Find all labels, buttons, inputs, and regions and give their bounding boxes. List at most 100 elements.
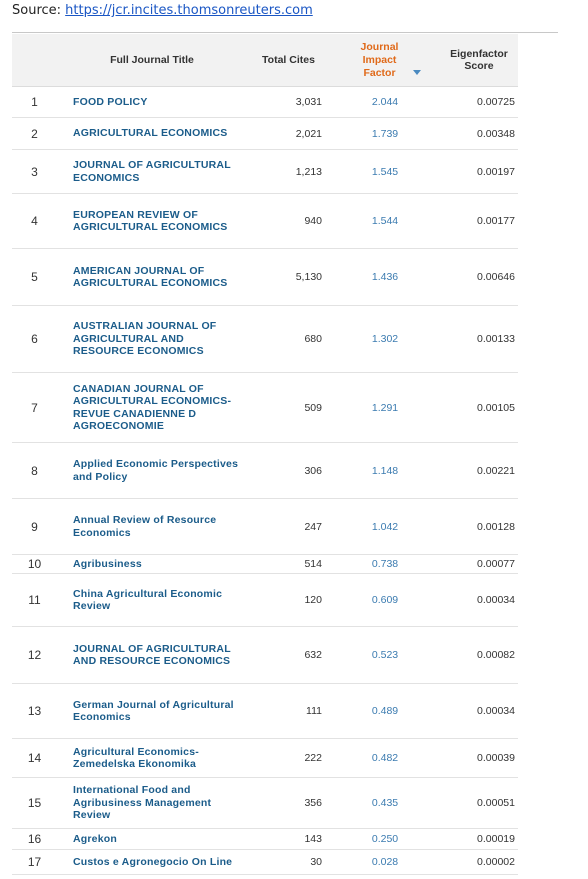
journal-title[interactable]: Applied Economic Perspectives and Policy [57,442,247,499]
eigenfactor: 0.00039 [440,738,518,778]
total-cites: 509 [247,372,330,443]
impact-factor[interactable]: 1.042 [330,498,440,555]
rank-cell: 10 [12,554,57,574]
impact-factor[interactable]: 1.436 [330,248,440,306]
impact-factor[interactable]: 1.545 [330,149,440,194]
total-cites: 111 [247,683,330,739]
eigenfactor: 0.00177 [440,193,518,249]
rank-cell: 11 [12,573,57,627]
impact-factor[interactable]: 0.523 [330,626,440,684]
source-label: Source: [12,3,62,18]
journal-title[interactable]: JOURNAL OF AGRICULTURAL AND RESOURCE ECO… [57,626,247,684]
rank-cell: 12 [12,626,57,684]
eigenfactor: 0.00077 [440,554,518,574]
table-row: 15 International Food and Agribusiness Ma… [12,777,518,829]
table-row: 9 Annual Review of Resource Economics 247 1… [12,498,518,555]
total-cites: 222 [247,738,330,778]
total-cites: 247 [247,498,330,555]
journal-title[interactable]: China Agricultural Economic Review [57,573,247,627]
total-cites: 306 [247,442,330,499]
journal-title[interactable]: Agribusiness [57,554,247,574]
impact-factor[interactable]: 1.148 [330,442,440,499]
header-cell[interactable]: Eigenfactor Score [440,34,518,87]
table-row: 14 Agricultural Economics-Zemedelska Ekon… [12,738,518,778]
rank-cell: 9 [12,498,57,555]
journal-title[interactable]: Agricultural Economics-Zemedelska Ekonom… [57,738,247,778]
table-row: 17 Custos e Agronegocio On Line 30 0.028 0.0… [12,849,518,875]
table-row: 3 JOURNAL OF AGRICULTURAL ECONOMICS 1,213 1… [12,149,518,194]
eigenfactor: 0.00034 [440,683,518,739]
journal-title[interactable]: AMERICAN JOURNAL OF AGRICULTURAL ECONOMI… [57,248,247,306]
journal-title[interactable]: AUSTRALIAN JOURNAL OF AGRICULTURAL AND R… [57,305,247,373]
journal-title[interactable]: Agrekon [57,828,247,850]
impact-factor[interactable]: 0.028 [330,849,440,875]
table-row: 1 FOOD POLICY 3,031 2.044 0.00725 [12,86,518,118]
journal-table: Full Journal Title Total Cites Journal I… [12,34,518,875]
total-cites: 940 [247,193,330,249]
source-link[interactable]: https://jcr.incites.thomsonreuters.com [65,3,313,18]
journal-title[interactable]: Custos e Agronegocio On Line [57,849,247,875]
table-row: 11 China Agricultural Economic Review 120 0… [12,573,518,627]
table-top-border [12,32,558,33]
journal-title[interactable]: CANADIAN JOURNAL OF AGRICULTURAL ECONOMI… [57,372,247,443]
eigenfactor: 0.00128 [440,498,518,555]
impact-factor[interactable]: 2.044 [330,86,440,118]
impact-factor[interactable]: 0.609 [330,573,440,627]
journal-title[interactable]: International Food and Agribusiness Mana… [57,777,247,829]
eigenfactor: 0.00082 [440,626,518,684]
total-cites: 514 [247,554,330,574]
eigenfactor: 0.00002 [440,849,518,875]
journal-title[interactable]: EUROPEAN REVIEW OF AGRICULTURAL ECONOMIC… [57,193,247,249]
journal-title[interactable]: FOOD POLICY [57,86,247,118]
eigenfactor: 0.00646 [440,248,518,306]
rank-cell: 3 [12,149,57,194]
impact-factor[interactable]: 1.739 [330,117,440,150]
eigenfactor: 0.00133 [440,305,518,373]
impact-factor[interactable]: 1.544 [330,193,440,249]
eigenfactor: 0.00051 [440,777,518,829]
impact-factor[interactable]: 1.291 [330,372,440,443]
table-header: Full Journal Title Total Cites Journal I… [12,34,518,87]
table-row: 6 AUSTRALIAN JOURNAL OF AGRICULTURAL AND … [12,305,518,373]
rank-header [12,34,57,87]
eigenfactor: 0.00348 [440,117,518,150]
header-cell[interactable]: Full Journal Title [57,34,247,87]
rank-cell: 14 [12,738,57,778]
source-line: Source: https://jcr.incites.thomsonreute… [12,3,313,18]
header-text: Journal Impact Factor [360,40,399,79]
impact-factor[interactable]: 1.302 [330,305,440,373]
eigenfactor: 0.00105 [440,372,518,443]
rank-cell: 8 [12,442,57,499]
total-cites: 30 [247,849,330,875]
rank-cell: 16 [12,828,57,850]
impact-factor[interactable]: 0.482 [330,738,440,778]
table-row: 13 German Journal of Agricultural Economi… [12,683,518,739]
total-cites: 356 [247,777,330,829]
eigenfactor: 0.00197 [440,149,518,194]
impact-factor[interactable]: 0.250 [330,828,440,850]
eigenfactor: 0.00034 [440,573,518,627]
total-cites: 5,130 [247,248,330,306]
journal-title[interactable]: Annual Review of Resource Economics [57,498,247,555]
impact-factor[interactable]: 0.738 [330,554,440,574]
rank-cell: 5 [12,248,57,306]
table-row: 4 EUROPEAN REVIEW OF AGRICULTURAL ECONOMI… [12,193,518,249]
eigenfactor: 0.00019 [440,828,518,850]
rank-cell: 13 [12,683,57,739]
eigenfactor: 0.00221 [440,442,518,499]
rank-cell: 7 [12,372,57,443]
table-row: 16 Agrekon 143 0.250 0.00019 [12,828,518,850]
total-cites: 1,213 [247,149,330,194]
rank-cell: 4 [12,193,57,249]
rank-cell: 17 [12,849,57,875]
table-body: 1 FOOD POLICY 3,031 2.044 0.00725 2 AGRICULTUR… [12,86,518,875]
journal-title[interactable]: JOURNAL OF AGRICULTURAL ECONOMICS [57,149,247,194]
impact-factor[interactable]: 0.435 [330,777,440,829]
header-cell-sorted[interactable]: Journal Impact Factor [330,34,440,87]
impact-factor[interactable]: 0.489 [330,683,440,739]
journal-title[interactable]: AGRICULTURAL ECONOMICS [57,117,247,150]
header-cell[interactable]: Total Cites [247,34,330,87]
journal-title[interactable]: German Journal of Agricultural Economics [57,683,247,739]
total-cites: 143 [247,828,330,850]
